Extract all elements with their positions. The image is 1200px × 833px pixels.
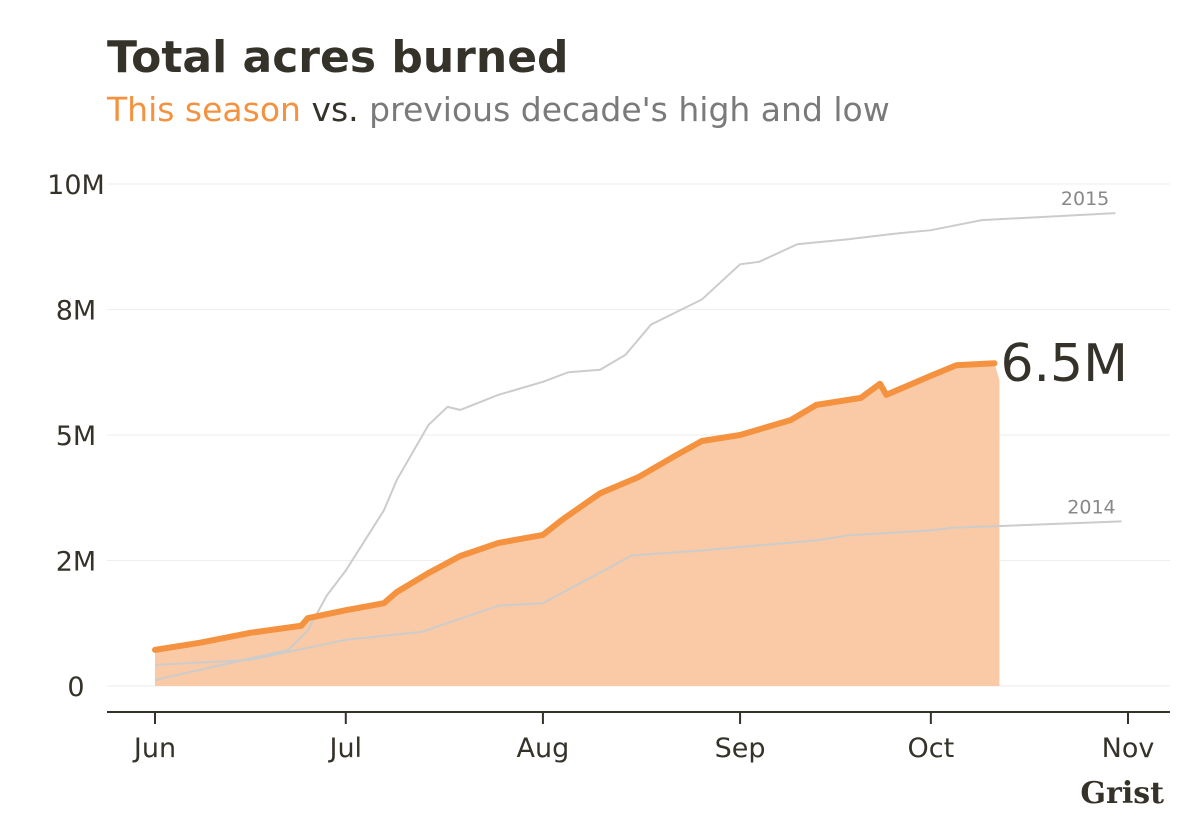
y-tick-label: 10M: [47, 170, 105, 201]
series-line-2014: [154, 520, 1122, 666]
series-label-2014: 2014: [1067, 496, 1115, 518]
x-tick-label: Sep: [715, 733, 766, 764]
series-label-2015: 2015: [1061, 188, 1109, 210]
subtitle-rest: previous decade's high and low: [369, 90, 890, 129]
subtitle-vs: vs.: [311, 90, 359, 129]
subtitle-highlight: This season: [107, 90, 301, 129]
chart-title: Total acres burned: [107, 32, 569, 83]
x-tick-label: Nov: [1102, 733, 1155, 764]
chart-subtitle: This season vs. previous decade's high a…: [107, 90, 890, 129]
y-tick-label: 8M: [56, 296, 96, 327]
current-season-area: [155, 363, 1000, 686]
x-tick-label: Jun: [132, 733, 176, 764]
x-tick-label: Jul: [327, 733, 362, 764]
y-tick-label: 2M: [56, 547, 96, 578]
x-tick-label: Oct: [908, 733, 955, 764]
series-line-2015: [154, 212, 1116, 681]
y-tick-label: 5M: [56, 421, 96, 452]
y-tick-label: 0: [67, 672, 84, 703]
end-value-label: 6.5M: [1000, 334, 1128, 394]
x-tick-label: Aug: [517, 733, 570, 764]
current-season-line: [152, 360, 998, 653]
grist-logo: Grist: [1080, 776, 1164, 811]
